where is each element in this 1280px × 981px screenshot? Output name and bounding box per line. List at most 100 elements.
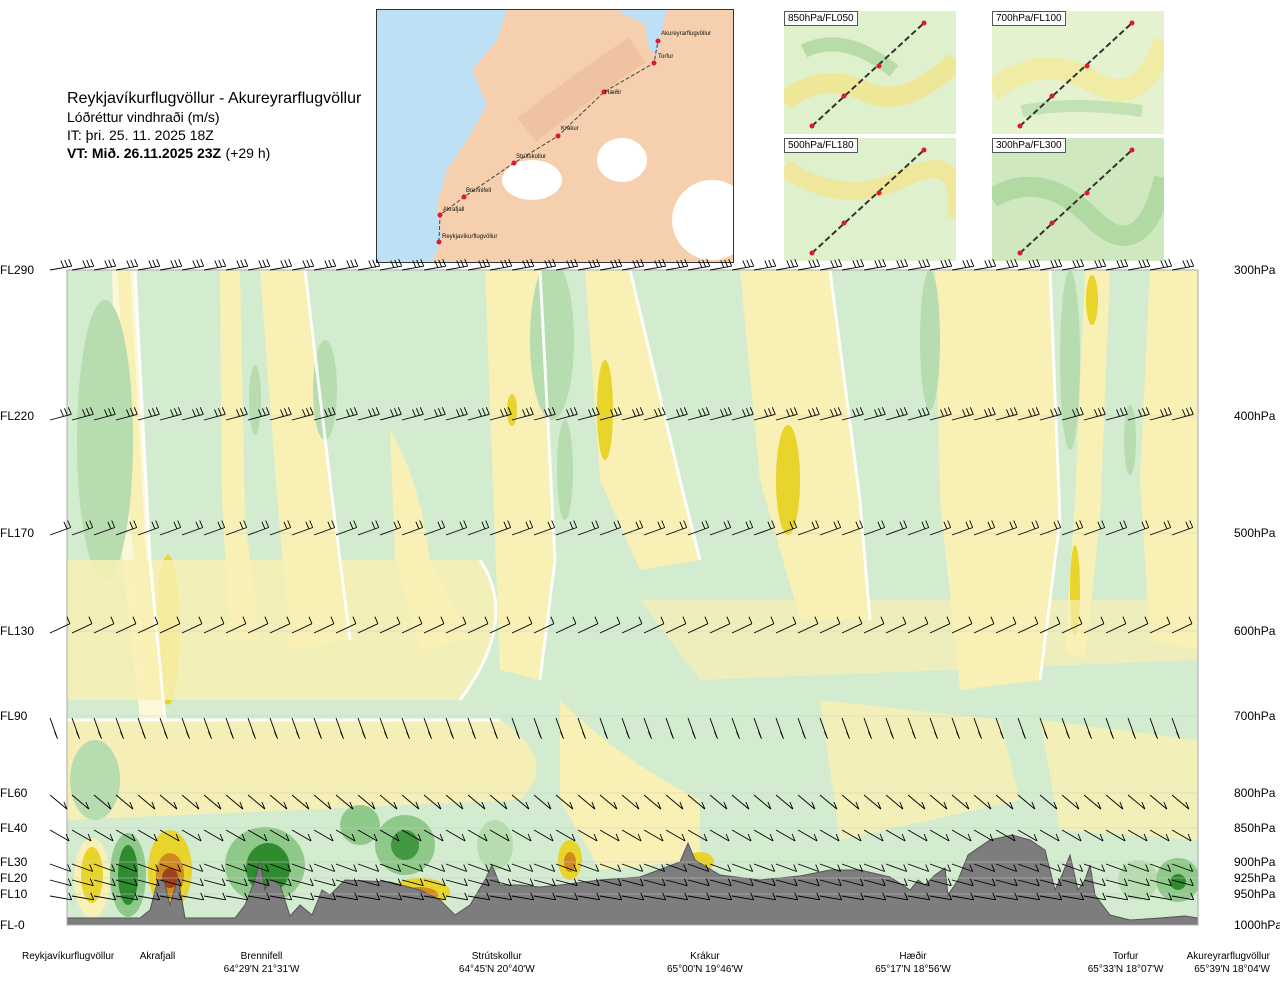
wind-barb xyxy=(687,892,711,901)
wind-barb xyxy=(401,878,424,887)
wind-barb xyxy=(1149,863,1172,872)
wind-barb xyxy=(401,717,410,739)
wind-barb xyxy=(335,863,358,872)
wind-barb xyxy=(115,878,138,887)
wind-barb xyxy=(533,863,556,872)
wind-barb xyxy=(775,878,798,887)
wind-barb xyxy=(731,829,752,842)
field-cell xyxy=(920,270,940,410)
wind-barb xyxy=(71,878,94,887)
wind-barb xyxy=(1171,878,1194,887)
map-point-brennifell xyxy=(461,194,467,200)
wind-barb xyxy=(115,794,134,810)
wind-barb xyxy=(533,407,556,421)
wind-barb xyxy=(643,829,664,842)
mini-map-300: 300hPa/FL300 xyxy=(992,138,1164,261)
wind-barb xyxy=(269,878,292,887)
wind-barb xyxy=(401,863,424,872)
wind-barb xyxy=(621,520,644,536)
wind-barb xyxy=(1017,878,1040,887)
wind-barb xyxy=(775,892,799,901)
wind-barb xyxy=(269,520,292,536)
wind-barb xyxy=(907,407,930,421)
wind-barb xyxy=(445,259,469,271)
wind-barb xyxy=(731,520,754,536)
wind-barb xyxy=(753,259,777,271)
wind-barb xyxy=(181,407,204,421)
wind-barb xyxy=(225,616,247,634)
wind-barb xyxy=(929,829,950,842)
field-band xyxy=(585,270,700,570)
field-cell xyxy=(249,365,261,435)
wind-barb xyxy=(577,878,600,887)
mini-map-500: 500hPa/FL180 xyxy=(784,138,956,261)
wind-barb xyxy=(71,616,93,634)
wind-barb xyxy=(621,892,645,901)
wind-barb xyxy=(731,616,753,634)
wind-barb xyxy=(775,794,794,810)
route-title: Reykjavíkurflugvöllur - Akureyrarflugvöl… xyxy=(67,90,362,107)
wind-barb xyxy=(995,407,1018,421)
wind-barb xyxy=(753,878,776,887)
wind-barb xyxy=(643,407,666,421)
wind-barb xyxy=(929,892,953,901)
wind-barb xyxy=(863,829,884,842)
wind-barb xyxy=(863,259,887,271)
wind-barb xyxy=(907,520,930,536)
wind-barb xyxy=(423,892,447,901)
wind-barb xyxy=(1083,863,1106,872)
wind-barb xyxy=(247,259,271,271)
y-left-tick: FL90 xyxy=(0,709,28,723)
wind-barb xyxy=(379,717,388,739)
wind-barb xyxy=(401,892,425,901)
wind-barb xyxy=(291,520,314,536)
wind-barb xyxy=(423,407,446,421)
wind-barb xyxy=(269,829,290,842)
wind-barb xyxy=(1149,794,1168,810)
wind-barb xyxy=(555,407,578,421)
wind-barb xyxy=(115,892,139,901)
wind-barb xyxy=(841,829,862,842)
waypoint-label: Torfur xyxy=(1113,951,1139,962)
wind-barb xyxy=(1017,863,1040,872)
wind-barb xyxy=(137,616,159,634)
field-band xyxy=(1140,270,1198,650)
wind-barb xyxy=(423,794,442,810)
wind-barb xyxy=(1017,520,1040,536)
map-label-haedir: Hæðir xyxy=(605,89,621,96)
wind-barb xyxy=(731,892,755,901)
wind-barb xyxy=(929,407,952,421)
wind-barb xyxy=(93,407,116,421)
map-point-strutskollur xyxy=(511,160,517,166)
wind-barb xyxy=(599,717,608,739)
wind-barb xyxy=(1039,520,1062,536)
field-cell xyxy=(507,394,517,426)
wind-barb xyxy=(577,259,601,271)
wind-barb xyxy=(797,794,816,810)
wind-barb xyxy=(115,717,124,739)
wind-barb xyxy=(137,878,160,887)
mini-map-850: 850hPa/FL050 xyxy=(784,11,956,134)
map-point-haedir xyxy=(601,89,607,95)
field-band xyxy=(560,700,700,870)
waypoint-coord: 64°29'N 21°31'W xyxy=(224,964,300,975)
wind-barb xyxy=(951,863,974,872)
wind-barb xyxy=(1171,892,1195,901)
wind-barb xyxy=(555,717,564,739)
wind-barb xyxy=(247,863,270,872)
wind-barb xyxy=(225,829,246,842)
wind-barb xyxy=(819,878,842,887)
wind-barb xyxy=(445,616,467,634)
wind-barb xyxy=(335,407,358,421)
wind-barb xyxy=(159,829,180,842)
wind-barb xyxy=(555,520,578,536)
wind-barb xyxy=(291,717,300,739)
wind-barb xyxy=(357,794,376,810)
wind-barb xyxy=(797,259,821,271)
wind-barb xyxy=(291,863,314,872)
wind-barb xyxy=(709,892,733,901)
wind-barb xyxy=(203,829,224,842)
wind-barb xyxy=(511,892,535,901)
wind-barb xyxy=(93,520,116,536)
y-left-tick: FL40 xyxy=(0,821,28,835)
